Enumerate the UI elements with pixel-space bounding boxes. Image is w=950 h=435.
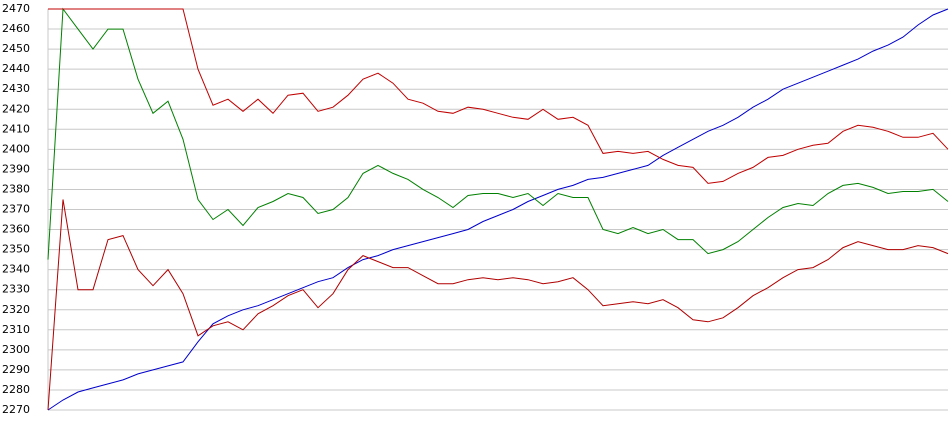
y-tick-label: 2420: [2, 102, 30, 115]
y-tick-label: 2340: [2, 263, 30, 276]
series-line: [48, 8, 949, 184]
y-tick-label: 2440: [2, 62, 30, 75]
y-tick-label: 2280: [2, 383, 30, 396]
y-tick-label: 2300: [2, 343, 30, 356]
y-tick-label: 2460: [2, 22, 30, 35]
y-tick-label: 2270: [2, 403, 30, 416]
y-tick-label: 2360: [2, 223, 30, 236]
y-tick-label: 2330: [2, 283, 30, 296]
y-tick-label: 2400: [2, 142, 30, 155]
y-tick-label: 2410: [2, 122, 30, 135]
series-line: [47, 8, 949, 411]
y-tick-label: 2320: [2, 303, 30, 316]
series-line: [47, 199, 949, 411]
y-tick-label: 2310: [2, 323, 30, 336]
y-tick-label: 2370: [2, 203, 30, 216]
y-tick-label: 2450: [2, 42, 30, 55]
series-line: [47, 7, 949, 260]
y-tick-label: 2430: [2, 82, 30, 95]
y-tick-label: 2390: [2, 162, 30, 175]
y-tick-label: 2470: [2, 2, 30, 15]
y-tick-label: 2380: [2, 182, 30, 195]
y-tick-label: 2290: [2, 363, 30, 376]
y-tick-label: 2350: [2, 243, 30, 256]
